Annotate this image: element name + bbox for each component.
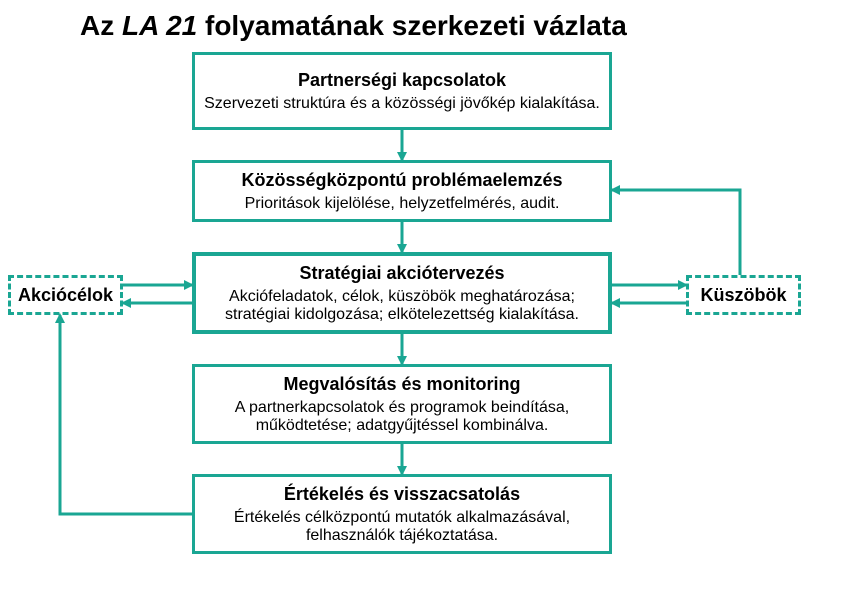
sidebox-label: Akciócélok [18, 285, 113, 306]
node-partnersegi: Partnerségi kapcsolatok Szervezeti struk… [192, 52, 612, 130]
title-prefix: Az [80, 10, 122, 41]
node-heading: Partnerségi kapcsolatok [203, 70, 601, 91]
node-heading: Megvalósítás és monitoring [203, 374, 601, 395]
node-megvalositas: Megvalósítás és monitoring A partnerkapc… [192, 364, 612, 444]
title-suffix: folyamatának szerkezeti vázlata [197, 10, 627, 41]
node-strategiai: Stratégiai akciótervezés Akciófeladatok,… [192, 252, 612, 334]
node-body: A partnerkapcsolatok és programok beindí… [203, 399, 601, 435]
node-heading: Közösségközpontú problémaelemzés [203, 170, 601, 191]
node-heading: Stratégiai akciótervezés [204, 263, 600, 284]
node-body: Értékelés célközpontú mutatók alkalmazás… [203, 509, 601, 545]
node-kozossegkozpontu: Közösségközpontú problémaelemzés Priorit… [192, 160, 612, 222]
title-italic: LA 21 [122, 10, 197, 41]
node-body: Prioritások kijelölése, helyzetfelmérés,… [203, 195, 601, 213]
node-body: Akciófeladatok, célok, küszöbök meghatár… [204, 288, 600, 324]
node-body: Szervezeti struktúra és a közösségi jövő… [203, 95, 601, 113]
node-ertekeles: Értékelés és visszacsatolás Értékelés cé… [192, 474, 612, 554]
sidebox-label: Küszöbök [700, 285, 786, 306]
sidebox-akciocelok: Akciócélok [8, 275, 123, 315]
node-heading: Értékelés és visszacsatolás [203, 484, 601, 505]
page-title: Az LA 21 folyamatának szerkezeti vázlata [80, 10, 627, 42]
sidebox-kuszobok: Küszöbök [686, 275, 801, 315]
